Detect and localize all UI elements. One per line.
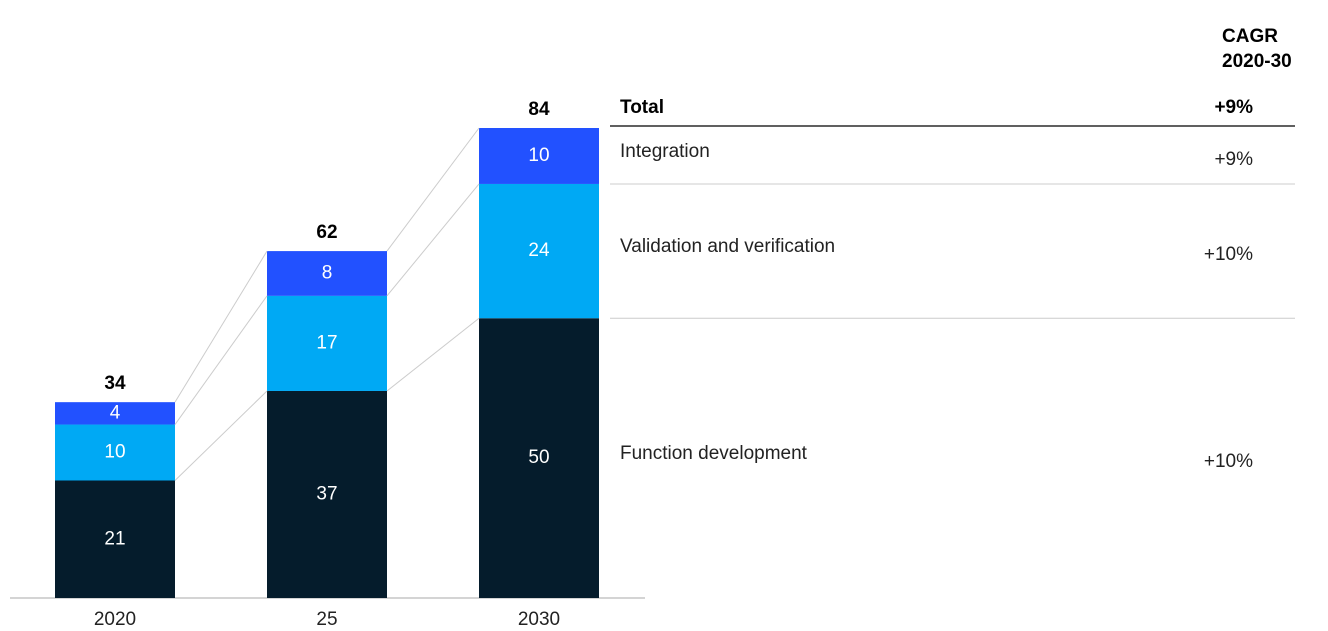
x-tick-label: 2030	[518, 609, 560, 630]
total-label: 84	[528, 99, 550, 120]
total-label: Total	[620, 97, 664, 118]
bar-segment	[479, 183, 599, 319]
row-label: Integration	[620, 141, 710, 162]
connector	[386, 183, 480, 297]
segment-label: 8	[322, 262, 333, 283]
bar-segment	[479, 318, 599, 598]
bar-segment	[55, 424, 175, 481]
bar-segment	[267, 390, 387, 598]
total-cagr: +9%	[1214, 97, 1253, 118]
segment-label: 24	[528, 240, 550, 261]
connector	[386, 317, 480, 392]
bar-segment	[55, 480, 175, 598]
segment-label: 17	[316, 332, 337, 353]
x-tick-label: 25	[316, 609, 337, 630]
bar-segment	[267, 251, 387, 296]
connector	[174, 295, 268, 425]
segment-label: 50	[528, 447, 549, 468]
row-cagr: +10%	[1204, 244, 1253, 265]
cagr-header: CAGR	[1222, 26, 1278, 47]
connector	[174, 250, 268, 403]
segment-label: 37	[316, 484, 337, 505]
row-cagr: +9%	[1214, 149, 1253, 170]
segment-label: 4	[110, 402, 121, 423]
bar-segment	[55, 402, 175, 425]
connector	[386, 127, 480, 252]
connector	[174, 390, 268, 481]
x-tick-label: 2020	[94, 609, 136, 630]
segment-label: 21	[104, 528, 125, 549]
segment-label: 10	[528, 145, 549, 166]
segment-label: 10	[104, 442, 125, 463]
bar-segment	[479, 128, 599, 184]
row-cagr: +10%	[1204, 451, 1253, 472]
total-label: 62	[316, 222, 337, 243]
total-label: 34	[104, 373, 126, 394]
row-label: Function development	[620, 443, 808, 464]
row-label: Validation and verification	[620, 236, 835, 257]
cagr-header: 2020-30	[1222, 51, 1292, 72]
bar-segment	[267, 295, 387, 391]
